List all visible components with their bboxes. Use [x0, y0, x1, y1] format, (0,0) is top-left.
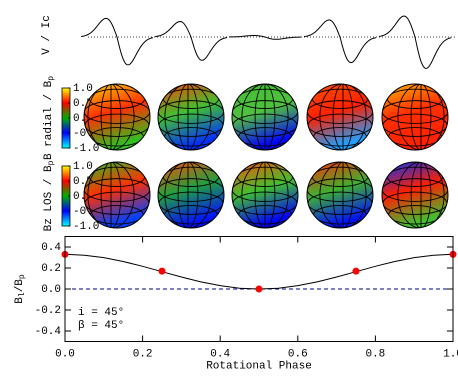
- y-axis-label: V / Ic: [41, 15, 53, 55]
- y-tick-label: -0.4: [35, 326, 62, 338]
- x-tick-label: 0.0: [55, 348, 75, 360]
- sphere-outline: [306, 83, 374, 151]
- y-axis-label: Bz LOS / Bp: [43, 160, 56, 231]
- colorbar-tick-label: 1.0: [73, 161, 93, 173]
- sphere-outline: [157, 83, 225, 151]
- sphere: [307, 84, 373, 150]
- sphere-outline: [157, 161, 225, 229]
- colorbar-tick-label: -1.0: [73, 143, 99, 155]
- curve: [64, 253, 454, 290]
- marker: [158, 267, 166, 275]
- annotation: i = 45°: [78, 307, 124, 319]
- sphere-outline: [83, 83, 151, 151]
- x-tick-label: 0.4: [210, 348, 230, 360]
- stokes-profile: [80, 15, 452, 69]
- sphere-outline: [381, 161, 449, 229]
- sphere-outline: [231, 161, 299, 229]
- sphere-outline: [381, 83, 449, 151]
- sphere-outline: [231, 83, 299, 151]
- y-tick-label: 0.0: [41, 284, 61, 296]
- sphere: [84, 162, 150, 228]
- colorbar-tick-label: 1.0: [73, 83, 93, 95]
- annotation: β = 45°: [78, 320, 124, 332]
- sphere-outline: [83, 161, 151, 229]
- y-tick-label: 0.2: [41, 263, 61, 275]
- x-axis-label: Rotational Phase: [206, 360, 312, 372]
- marker: [352, 267, 360, 275]
- y-tick-label: 0.4: [41, 242, 61, 254]
- colorbar-tick-label: -1.0: [73, 221, 99, 233]
- sphere-outline: [306, 161, 374, 229]
- sphere: [382, 84, 448, 150]
- y-axis-label: Bl/Bp: [14, 274, 27, 304]
- y-axis-label: B radial / Bp: [43, 76, 56, 160]
- marker: [255, 285, 263, 293]
- y-tick-label: -0.2: [35, 305, 61, 317]
- x-tick-label: 0.6: [288, 348, 308, 360]
- x-tick-label: 0.8: [365, 348, 385, 360]
- x-tick-label: 1.0: [443, 348, 458, 360]
- x-tick-label: 0.2: [133, 348, 153, 360]
